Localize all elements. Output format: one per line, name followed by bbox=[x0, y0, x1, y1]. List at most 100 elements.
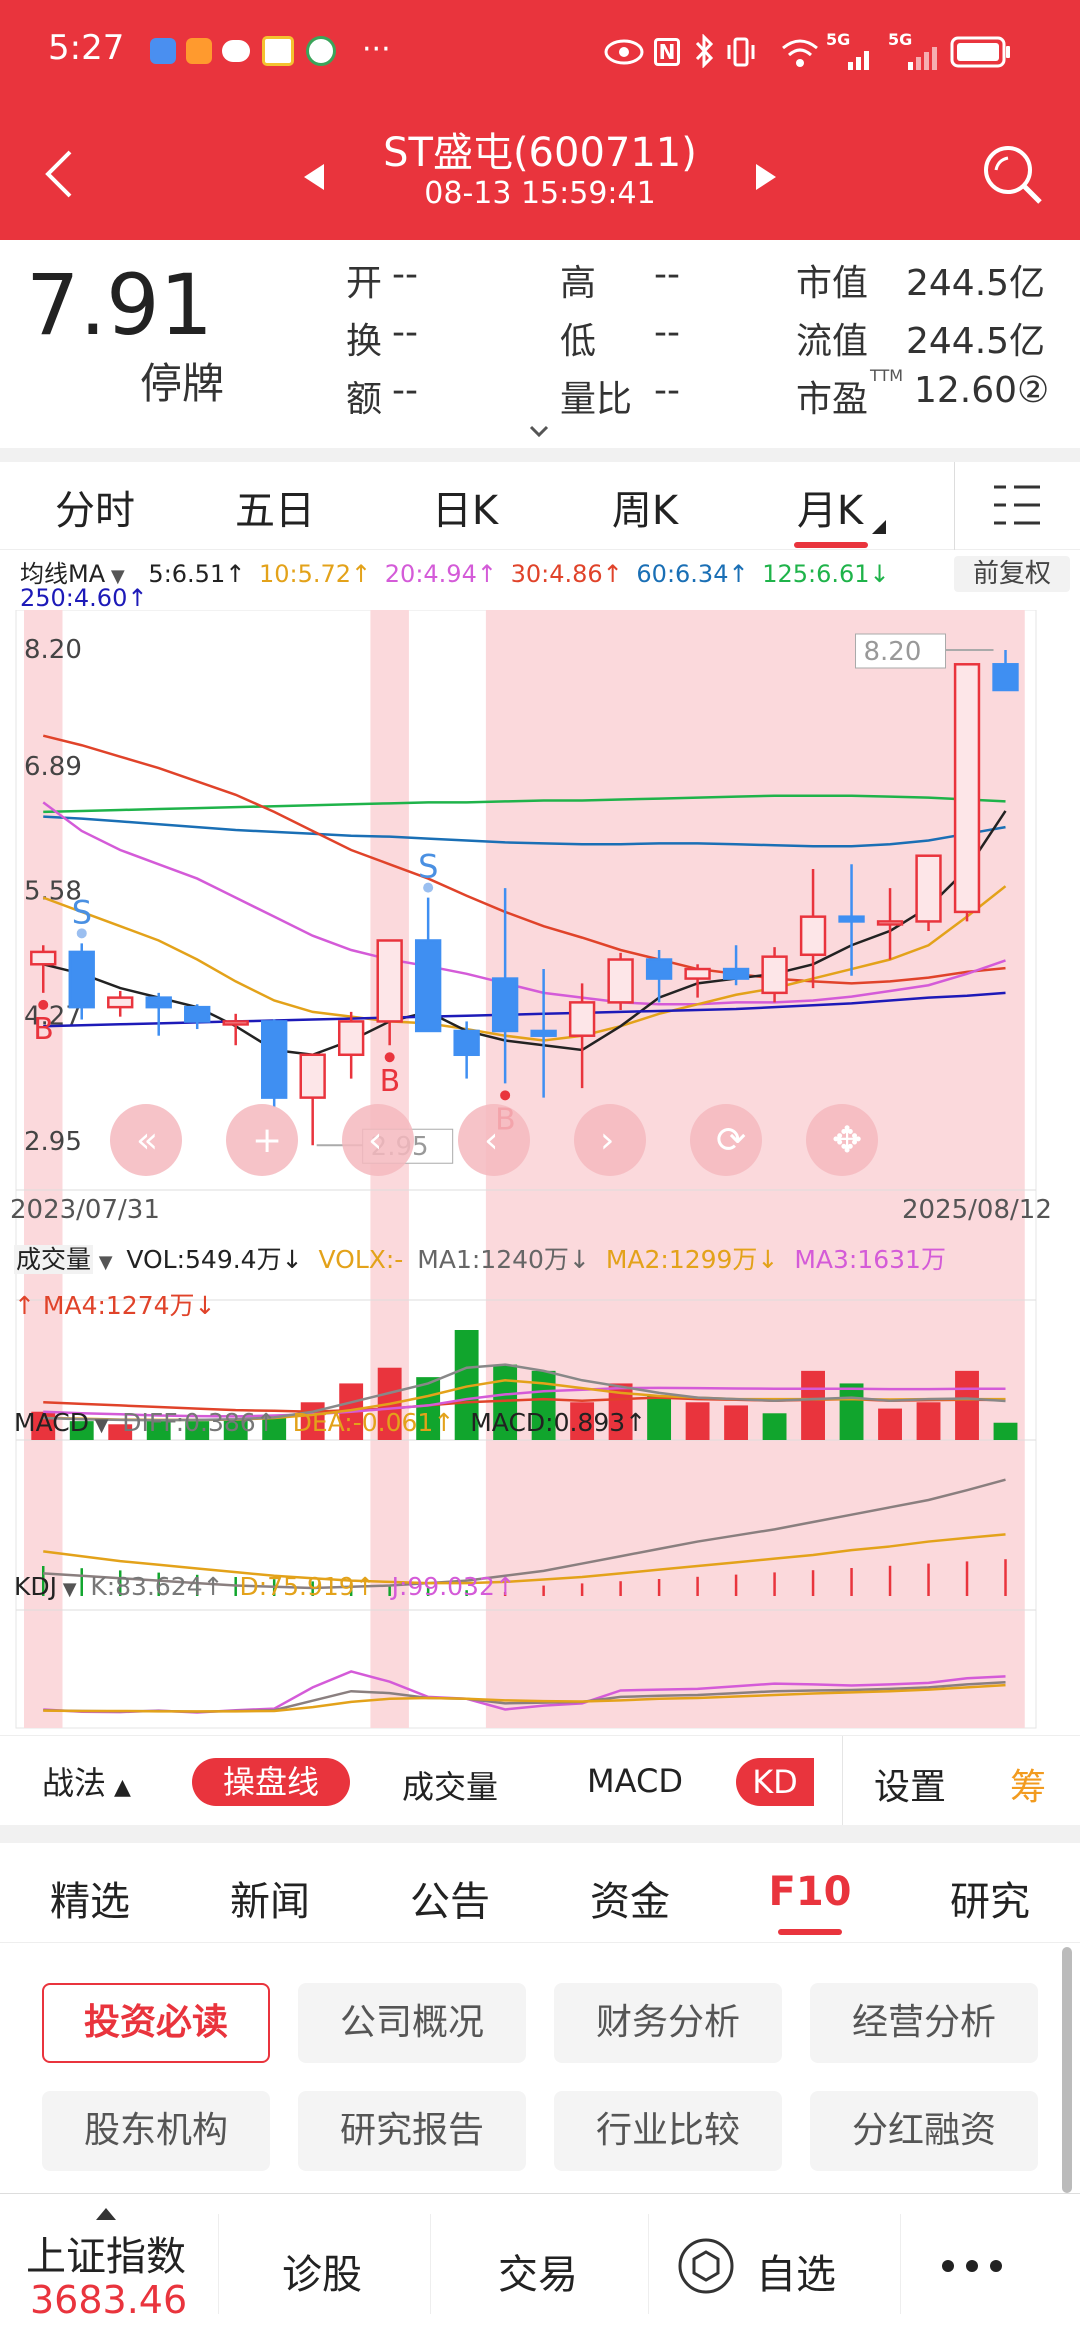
tab-news[interactable]: 新闻 bbox=[230, 1879, 310, 1925]
candle-body bbox=[530, 1029, 557, 1037]
candle-body bbox=[68, 950, 95, 1009]
f10-research-reports[interactable]: 研究报告 bbox=[298, 2091, 526, 2171]
more-icon[interactable] bbox=[940, 2256, 1004, 2276]
video-notification-icon bbox=[186, 38, 212, 64]
candle-body bbox=[992, 663, 1019, 692]
f10-business-analysis[interactable]: 经营分析 bbox=[810, 1983, 1038, 2063]
separator bbox=[0, 1825, 1080, 1843]
vol-ma3-value: MA3:1631万 bbox=[794, 1245, 946, 1274]
tab-announcements[interactable]: 公告 bbox=[410, 1879, 490, 1925]
chip-kdj[interactable]: KD bbox=[736, 1758, 814, 1806]
candle-body bbox=[838, 915, 865, 923]
caret-up-icon[interactable] bbox=[96, 2208, 116, 2220]
move-right-icon[interactable] bbox=[574, 1104, 646, 1176]
volume-selector[interactable]: 成交量 bbox=[14, 1245, 94, 1274]
move-left-icon[interactable] bbox=[458, 1104, 530, 1176]
period-tabs: 分时 五日 日K 周K 月K bbox=[0, 462, 1080, 550]
fullscreen-icon[interactable] bbox=[806, 1104, 878, 1176]
high-label: 高 bbox=[560, 263, 597, 304]
macd-value: MACD:0.893↑ bbox=[470, 1408, 647, 1437]
pe-value[interactable]: 12.60② bbox=[914, 370, 1050, 411]
f10-dividends[interactable]: 分红融资 bbox=[810, 2091, 1038, 2171]
candle-body bbox=[222, 1020, 249, 1026]
prev-stock-icon[interactable] bbox=[302, 162, 326, 192]
bluetooth-icon bbox=[695, 34, 714, 68]
f10-company-profile[interactable]: 公司概况 bbox=[298, 1983, 526, 2063]
index-name[interactable]: 上证指数 bbox=[26, 2234, 186, 2280]
volume-bar bbox=[223, 1419, 248, 1440]
tab-five-day[interactable]: 五日 bbox=[235, 488, 315, 534]
macd-selector-caret-icon[interactable]: ▼ bbox=[88, 1415, 115, 1436]
f10-grid: 投资必读 公司概况 财务分析 经营分析 股东机构 研究报告 行业比较 分红融资 bbox=[0, 1943, 1080, 2193]
candle-body bbox=[568, 1001, 596, 1037]
back-icon[interactable] bbox=[40, 146, 80, 202]
tab-capital[interactable]: 资金 bbox=[590, 1879, 670, 1925]
open-label: 开 bbox=[346, 263, 383, 304]
vol-value: VOL:549.4万↓ bbox=[126, 1245, 303, 1274]
vol-ma1-line bbox=[43, 1363, 1006, 1422]
candle-body bbox=[684, 967, 711, 980]
chip-operator-line[interactable]: 操盘线 bbox=[192, 1758, 350, 1806]
kdj-selector-caret-icon[interactable]: ▼ bbox=[57, 1579, 83, 1600]
scrollbar[interactable] bbox=[1062, 1947, 1072, 2193]
ma-selector[interactable]: 均线MA bbox=[20, 560, 106, 588]
divider bbox=[430, 2214, 431, 2314]
zoom-out-icon[interactable] bbox=[110, 1104, 182, 1176]
vol-ma1-value: MA1:1240万↓ bbox=[417, 1245, 590, 1274]
expand-chevron-icon[interactable] bbox=[528, 424, 550, 440]
volume-selector-caret-icon[interactable]: ▼ bbox=[93, 1252, 119, 1273]
signal-icon-2 bbox=[908, 47, 937, 70]
vol-ma2-value: MA2:1299万↓ bbox=[605, 1245, 779, 1274]
settings-button[interactable]: 设置 bbox=[874, 1767, 947, 1808]
strategy-button[interactable]: 战法 ▲ bbox=[42, 1758, 131, 1804]
pe-label: 市盈 bbox=[796, 379, 869, 420]
ma-selector-caret-icon[interactable]: ▼ bbox=[105, 566, 131, 587]
volume-bar bbox=[685, 1402, 710, 1440]
rotate-icon[interactable] bbox=[690, 1104, 762, 1176]
tab-dropdown-icon bbox=[872, 520, 886, 534]
macd-selector[interactable]: MACD bbox=[14, 1408, 89, 1437]
buy-marker-dot bbox=[38, 999, 49, 1010]
wifi-icon bbox=[782, 39, 818, 67]
volume-ratio-value: -- bbox=[654, 370, 680, 411]
price-axis-label: 2.95 bbox=[24, 1127, 82, 1157]
volume-bar bbox=[878, 1408, 902, 1440]
price-axis-label: 6.89 bbox=[24, 752, 82, 782]
next-stock-icon[interactable] bbox=[754, 162, 778, 192]
zoom-in-icon[interactable] bbox=[226, 1104, 298, 1176]
market-cap-label: 市值 bbox=[796, 263, 869, 304]
last-price: 7.91 bbox=[26, 256, 214, 354]
quote-panel: 7.91 停牌 开 -- 高 -- 市值 244.5亿 换 -- 低 -- 流值… bbox=[0, 240, 1080, 448]
diff-line bbox=[43, 1478, 1006, 1590]
eye-icon bbox=[604, 39, 644, 65]
watchlist-icon[interactable] bbox=[676, 2236, 736, 2296]
f10-industry-compare[interactable]: 行业比较 bbox=[554, 2091, 782, 2171]
tab-research[interactable]: 研究 bbox=[950, 1879, 1030, 1925]
strategy-label: 战法 bbox=[42, 1764, 107, 1802]
sell-marker: S bbox=[72, 893, 92, 931]
nav-trade[interactable]: 交易 bbox=[498, 2252, 578, 2298]
candle-body bbox=[915, 854, 942, 923]
adjust-mode-button[interactable]: 前复权 bbox=[954, 556, 1070, 592]
f10-shareholders[interactable]: 股东机构 bbox=[42, 2091, 270, 2171]
macd-legend: MACD ▼ DIFF:0.386↑ DEA:-0.061↑ MACD:0.89… bbox=[14, 1408, 646, 1437]
kline-chart[interactable]: 8.206.895.584.272.95SSBBB8.202.95«+‹‹›⟳✥… bbox=[0, 610, 1080, 1735]
tab-featured[interactable]: 精选 bbox=[50, 1879, 130, 1925]
tab-daily-k[interactable]: 日K bbox=[431, 488, 499, 534]
tab-weekly-k[interactable]: 周K bbox=[611, 488, 679, 534]
move-left-icon[interactable] bbox=[342, 1104, 414, 1176]
search-icon[interactable] bbox=[980, 142, 1044, 206]
f10-investment-guide[interactable]: 投资必读 bbox=[42, 1983, 270, 2063]
nav-diagnose[interactable]: 诊股 bbox=[282, 2252, 362, 2298]
chip-macd[interactable]: MACD bbox=[587, 1762, 683, 1800]
list-settings-icon[interactable] bbox=[992, 482, 1042, 528]
kdj-selector[interactable]: KDJ bbox=[14, 1572, 58, 1601]
tab-monthly-k[interactable]: 月K bbox=[796, 488, 864, 534]
d-value: D:75.919↑ bbox=[239, 1572, 376, 1601]
tab-intraday[interactable]: 分时 bbox=[55, 488, 135, 534]
chip-volume[interactable]: 成交量 bbox=[401, 1768, 498, 1806]
nav-watchlist[interactable]: 自选 bbox=[756, 2252, 836, 2298]
f10-financial-analysis[interactable]: 财务分析 bbox=[554, 1983, 782, 2063]
chips-distribution-button[interactable]: 筹 bbox=[1010, 1767, 1047, 1808]
tab-f10[interactable]: F10 bbox=[768, 1869, 852, 1915]
